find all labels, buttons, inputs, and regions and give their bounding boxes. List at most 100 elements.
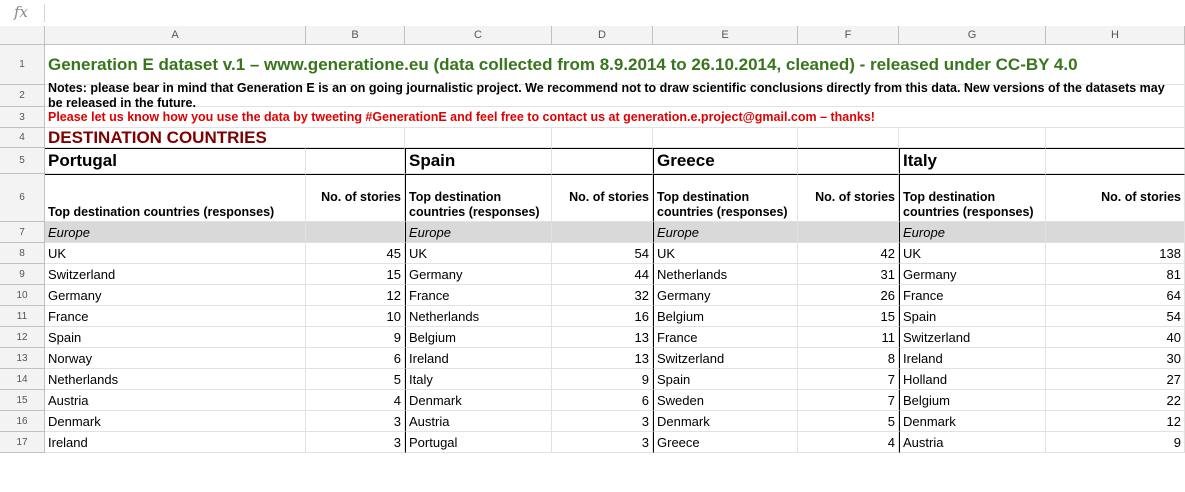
select-all-corner[interactable] bbox=[0, 26, 45, 45]
row-header-1[interactable]: 1 bbox=[0, 45, 45, 85]
empty-cell[interactable] bbox=[1046, 128, 1185, 148]
destination-cell[interactable]: Netherlands bbox=[405, 306, 552, 327]
stories-header-spain[interactable]: No. of stories bbox=[552, 174, 653, 222]
stories-cell[interactable]: 9 bbox=[1046, 432, 1185, 453]
stories-cell[interactable]: 3 bbox=[552, 411, 653, 432]
destination-cell[interactable]: Austria bbox=[899, 432, 1046, 453]
stories-cell[interactable]: 7 bbox=[798, 390, 899, 411]
stories-cell[interactable]: 11 bbox=[798, 327, 899, 348]
group-title-spain[interactable]: Spain bbox=[405, 148, 552, 174]
stories-cell[interactable]: 5 bbox=[306, 369, 405, 390]
destination-cell[interactable]: Austria bbox=[405, 411, 552, 432]
destination-cell[interactable]: Denmark bbox=[899, 411, 1046, 432]
stories-cell[interactable]: 15 bbox=[306, 264, 405, 285]
row-header-5[interactable]: 5 bbox=[0, 148, 45, 174]
destination-cell[interactable]: France bbox=[405, 285, 552, 306]
destination-cell[interactable]: Spain bbox=[653, 369, 798, 390]
row-header-16[interactable]: 16 bbox=[0, 411, 45, 432]
stories-cell[interactable]: 27 bbox=[1046, 369, 1185, 390]
stories-cell[interactable]: 4 bbox=[306, 390, 405, 411]
region-fill[interactable] bbox=[552, 222, 653, 243]
stories-cell[interactable]: 31 bbox=[798, 264, 899, 285]
dest-header-portugal[interactable]: Top destination countries (responses) bbox=[45, 174, 306, 222]
group-title-portugal[interactable]: Portugal bbox=[45, 148, 306, 174]
stories-cell[interactable]: 45 bbox=[306, 243, 405, 264]
stories-cell[interactable]: 5 bbox=[798, 411, 899, 432]
empty-cell[interactable] bbox=[552, 128, 653, 148]
column-header-b[interactable]: B bbox=[306, 26, 405, 45]
dataset-title[interactable]: Generation E dataset v.1 – www.generatio… bbox=[45, 45, 1185, 85]
group-title-italy[interactable]: Italy bbox=[899, 148, 1046, 174]
destination-cell[interactable]: Spain bbox=[45, 327, 306, 348]
stories-cell[interactable]: 64 bbox=[1046, 285, 1185, 306]
destination-cell[interactable]: Denmark bbox=[45, 411, 306, 432]
destination-cell[interactable]: France bbox=[653, 327, 798, 348]
destination-cell[interactable]: France bbox=[45, 306, 306, 327]
empty-cell[interactable] bbox=[306, 148, 405, 174]
stories-cell[interactable]: 16 bbox=[552, 306, 653, 327]
empty-cell[interactable] bbox=[1046, 148, 1185, 174]
row-header-10[interactable]: 10 bbox=[0, 285, 45, 306]
destination-cell[interactable]: Ireland bbox=[45, 432, 306, 453]
destination-cell[interactable]: Ireland bbox=[405, 348, 552, 369]
destination-cell[interactable]: Sweden bbox=[653, 390, 798, 411]
stories-cell[interactable]: 3 bbox=[552, 432, 653, 453]
column-header-d[interactable]: D bbox=[552, 26, 653, 45]
destination-cell[interactable]: Holland bbox=[899, 369, 1046, 390]
empty-cell[interactable] bbox=[899, 128, 1046, 148]
stories-cell[interactable]: 4 bbox=[798, 432, 899, 453]
region-label-spain[interactable]: Europe bbox=[405, 222, 552, 243]
row-header-13[interactable]: 13 bbox=[0, 348, 45, 369]
empty-cell[interactable] bbox=[405, 128, 552, 148]
row-header-4[interactable]: 4 bbox=[0, 128, 45, 148]
dest-header-greece[interactable]: Top destination countries (responses) bbox=[653, 174, 798, 222]
stories-cell[interactable]: 54 bbox=[1046, 306, 1185, 327]
column-header-h[interactable]: H bbox=[1046, 26, 1185, 45]
region-fill[interactable] bbox=[306, 222, 405, 243]
stories-cell[interactable]: 13 bbox=[552, 327, 653, 348]
column-header-c[interactable]: C bbox=[405, 26, 552, 45]
stories-cell[interactable]: 54 bbox=[552, 243, 653, 264]
region-label-greece[interactable]: Europe bbox=[653, 222, 798, 243]
row-header-3[interactable]: 3 bbox=[0, 107, 45, 128]
stories-cell[interactable]: 26 bbox=[798, 285, 899, 306]
row-header-17[interactable]: 17 bbox=[0, 432, 45, 453]
destination-cell[interactable]: Belgium bbox=[899, 390, 1046, 411]
stories-cell[interactable]: 3 bbox=[306, 411, 405, 432]
row-header-8[interactable]: 8 bbox=[0, 243, 45, 264]
destination-cell[interactable]: Belgium bbox=[405, 327, 552, 348]
destination-cell[interactable]: UK bbox=[653, 243, 798, 264]
stories-cell[interactable]: 7 bbox=[798, 369, 899, 390]
destination-cell[interactable]: Netherlands bbox=[653, 264, 798, 285]
row-header-6[interactable]: 6 bbox=[0, 174, 45, 222]
stories-cell[interactable]: 40 bbox=[1046, 327, 1185, 348]
stories-cell[interactable]: 44 bbox=[552, 264, 653, 285]
empty-cell[interactable] bbox=[653, 128, 798, 148]
destination-cell[interactable]: Germany bbox=[45, 285, 306, 306]
empty-cell[interactable] bbox=[798, 128, 899, 148]
empty-cell[interactable] bbox=[798, 148, 899, 174]
stories-cell[interactable]: 12 bbox=[1046, 411, 1185, 432]
region-fill[interactable] bbox=[1046, 222, 1185, 243]
destination-cell[interactable]: Switzerland bbox=[899, 327, 1046, 348]
group-title-greece[interactable]: Greece bbox=[653, 148, 798, 174]
destination-cell[interactable]: Norway bbox=[45, 348, 306, 369]
destination-cell[interactable]: Denmark bbox=[653, 411, 798, 432]
notes-text[interactable]: Notes: please bear in mind that Generati… bbox=[45, 81, 1185, 110]
formula-input[interactable] bbox=[46, 1, 1180, 25]
destination-cell[interactable]: Germany bbox=[899, 264, 1046, 285]
destination-cell[interactable]: Portugal bbox=[405, 432, 552, 453]
column-header-a[interactable]: A bbox=[45, 26, 306, 45]
empty-cell[interactable] bbox=[552, 148, 653, 174]
column-header-f[interactable]: F bbox=[798, 26, 899, 45]
dest-header-spain[interactable]: Top destination countries (responses) bbox=[405, 174, 552, 222]
stories-cell[interactable]: 138 bbox=[1046, 243, 1185, 264]
destination-cell[interactable]: Germany bbox=[405, 264, 552, 285]
stories-cell[interactable]: 8 bbox=[798, 348, 899, 369]
destination-cell[interactable]: UK bbox=[45, 243, 306, 264]
stories-cell[interactable]: 32 bbox=[552, 285, 653, 306]
row-header-12[interactable]: 12 bbox=[0, 327, 45, 348]
stories-cell[interactable]: 42 bbox=[798, 243, 899, 264]
contact-text[interactable]: Please let us know how you use the data … bbox=[45, 107, 1185, 128]
row-header-15[interactable]: 15 bbox=[0, 390, 45, 411]
